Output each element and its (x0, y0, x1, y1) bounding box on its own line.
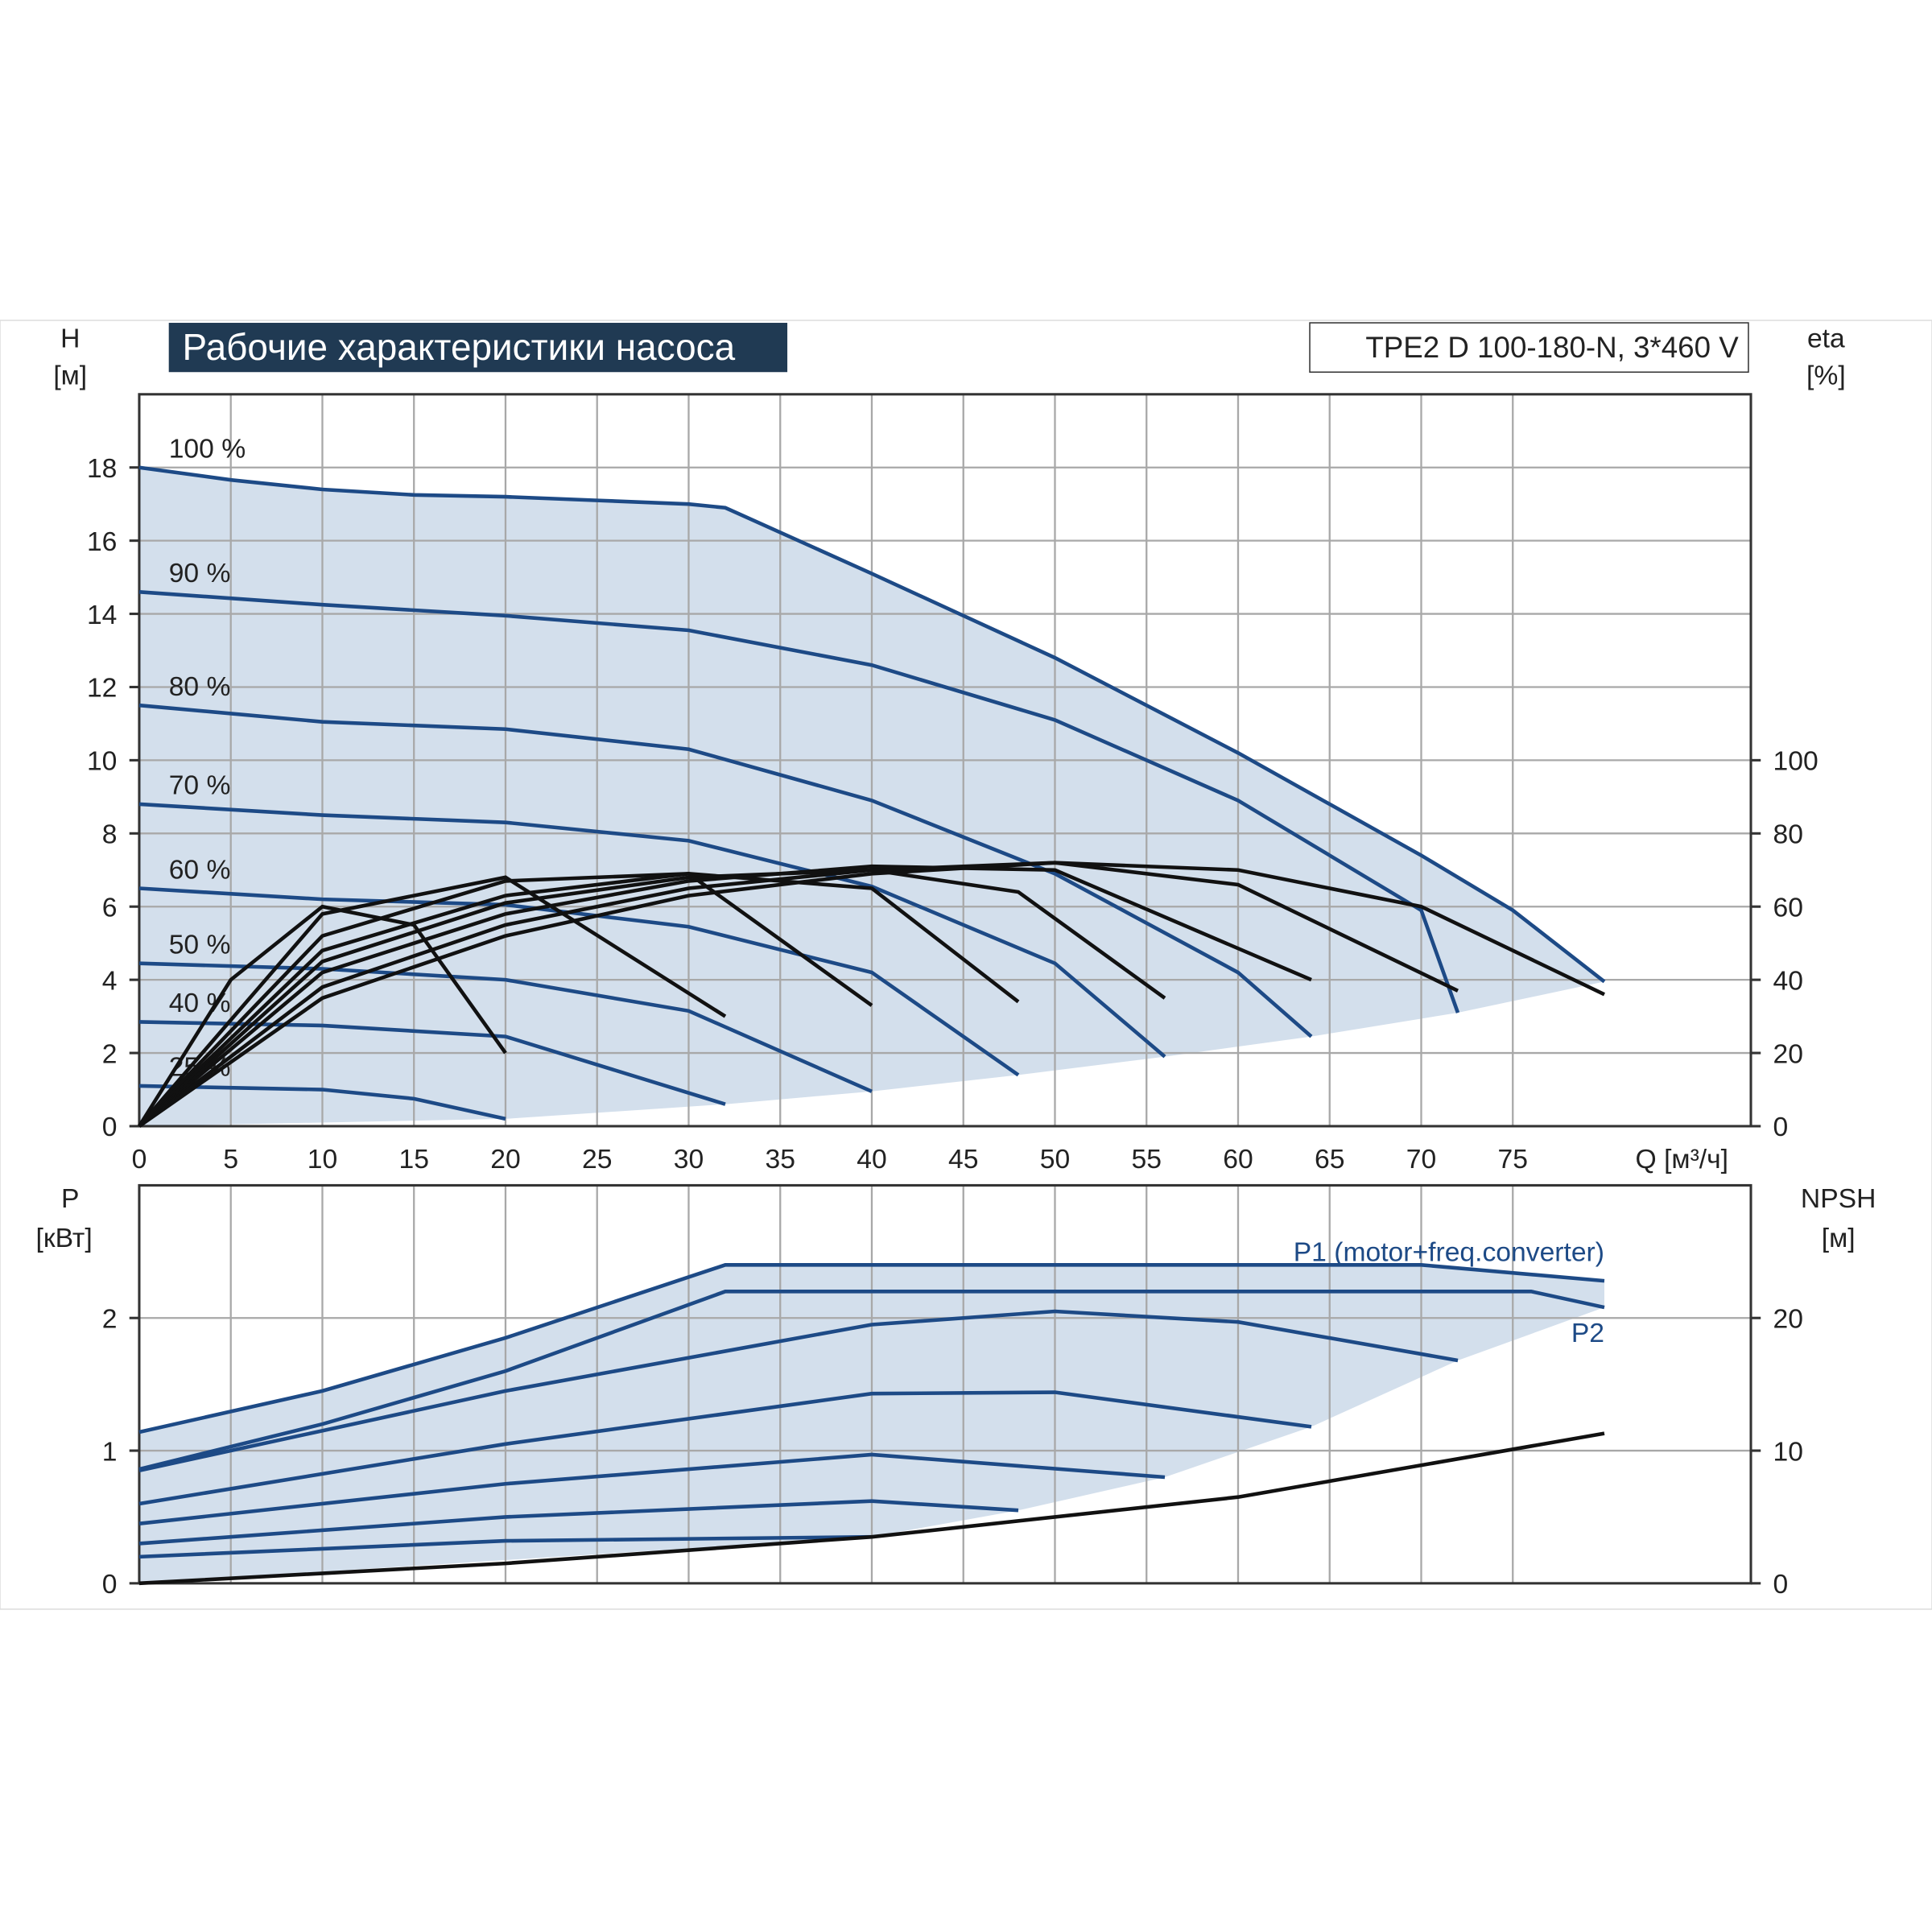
title-box (168, 323, 788, 373)
curve-label: 90 % (169, 559, 231, 588)
x-tick-label: 25 (582, 1145, 612, 1174)
x-tick-label: 30 (674, 1145, 704, 1174)
x-tick-label: 20 (490, 1145, 520, 1174)
secondary-curve (138, 872, 1020, 1128)
curve (138, 1289, 1605, 1472)
x-tick-label: 45 (948, 1145, 978, 1174)
y2-tick-label: 10 (1773, 1437, 1803, 1467)
y-tick-label: 12 (87, 674, 117, 704)
curve-label: 50 % (169, 930, 231, 960)
y-axis-label: H (60, 324, 80, 354)
curve-label: P2 (1571, 1319, 1604, 1348)
x-axis-label: Q [м³/ч] (1636, 1145, 1728, 1174)
y-tick-label: 0 (102, 1570, 118, 1600)
curve-label: P1 (motor+freq.converter) (1294, 1238, 1604, 1268)
curve (138, 703, 1313, 1038)
curve (138, 1499, 1019, 1546)
y-tick-label: 14 (87, 601, 117, 630)
y-tick-label: 1 (102, 1437, 118, 1467)
secondary-curve (138, 864, 1312, 1128)
y-tick-label: 8 (102, 820, 118, 850)
y2-axis-label: eta (1807, 324, 1845, 354)
y-axis-unit: [кВт] (36, 1224, 93, 1253)
curve (138, 1390, 1312, 1506)
curve (138, 802, 1166, 1059)
x-tick-label: 15 (398, 1145, 428, 1174)
y-tick-label: 16 (87, 527, 117, 557)
x-tick-label: 35 (766, 1145, 795, 1174)
secondary-curve (138, 875, 727, 1128)
y-tick-label: 0 (102, 1113, 118, 1142)
curve-label: 60 % (169, 855, 231, 885)
y2-tick-label: 100 (1773, 747, 1818, 777)
secondary-curve (138, 1431, 1605, 1586)
y-tick-label: 2 (102, 1304, 118, 1334)
x-tick-label: 65 (1315, 1145, 1344, 1174)
chart-subtitle: TPE2 D 100-180-N, 3*460 V (1365, 331, 1739, 364)
y2-axis-label: NPSH (1801, 1184, 1876, 1214)
x-tick-label: 50 (1040, 1145, 1070, 1174)
secondary-curve (138, 868, 1166, 1128)
curve (138, 589, 1460, 1013)
y-tick-label: 4 (102, 966, 118, 996)
y2-axis-unit: [м] (1822, 1224, 1856, 1253)
plot-frame (138, 1183, 1752, 1585)
y-tick-label: 6 (102, 893, 118, 923)
subtitle-box (1309, 322, 1749, 374)
curve (138, 1084, 506, 1121)
y-axis-unit: [м] (53, 361, 87, 391)
curve (138, 1452, 1166, 1525)
x-tick-label: 40 (857, 1145, 886, 1174)
curve-label: 80 % (169, 672, 231, 702)
curve (138, 465, 1606, 984)
y2-axis-unit: [%] (1806, 361, 1846, 391)
x-tick-label: 10 (308, 1145, 337, 1174)
y2-tick-label: 40 (1773, 966, 1803, 996)
x-tick-label: 70 (1406, 1145, 1436, 1174)
y2-tick-label: 20 (1773, 1039, 1803, 1069)
x-tick-label: 0 (132, 1145, 147, 1174)
y2-tick-label: 0 (1773, 1570, 1789, 1600)
x-tick-label: 75 (1498, 1145, 1528, 1174)
x-tick-label: 60 (1223, 1145, 1253, 1174)
curve (138, 1534, 873, 1559)
curve (138, 1263, 1605, 1435)
curve-label: 100 % (169, 434, 246, 464)
x-tick-label: 5 (223, 1145, 238, 1174)
y2-tick-label: 80 (1773, 820, 1803, 850)
curve (138, 1020, 726, 1106)
y2-tick-label: 0 (1773, 1113, 1789, 1142)
y-tick-label: 10 (87, 747, 117, 777)
secondary-curve (138, 861, 1605, 1128)
y-tick-label: 18 (87, 454, 117, 484)
secondary-curve (138, 871, 873, 1128)
curve (138, 961, 873, 1093)
x-tick-label: 55 (1132, 1145, 1162, 1174)
y-tick-label: 2 (102, 1039, 118, 1069)
secondary-curve (138, 904, 507, 1128)
curve-label: 70 % (169, 771, 231, 801)
y-axis-label: P (61, 1184, 79, 1214)
y2-tick-label: 60 (1773, 893, 1803, 923)
curve (138, 1309, 1459, 1472)
y2-tick-label: 20 (1773, 1304, 1803, 1334)
chart-title: Рабочие характеристики насоса (183, 326, 736, 368)
